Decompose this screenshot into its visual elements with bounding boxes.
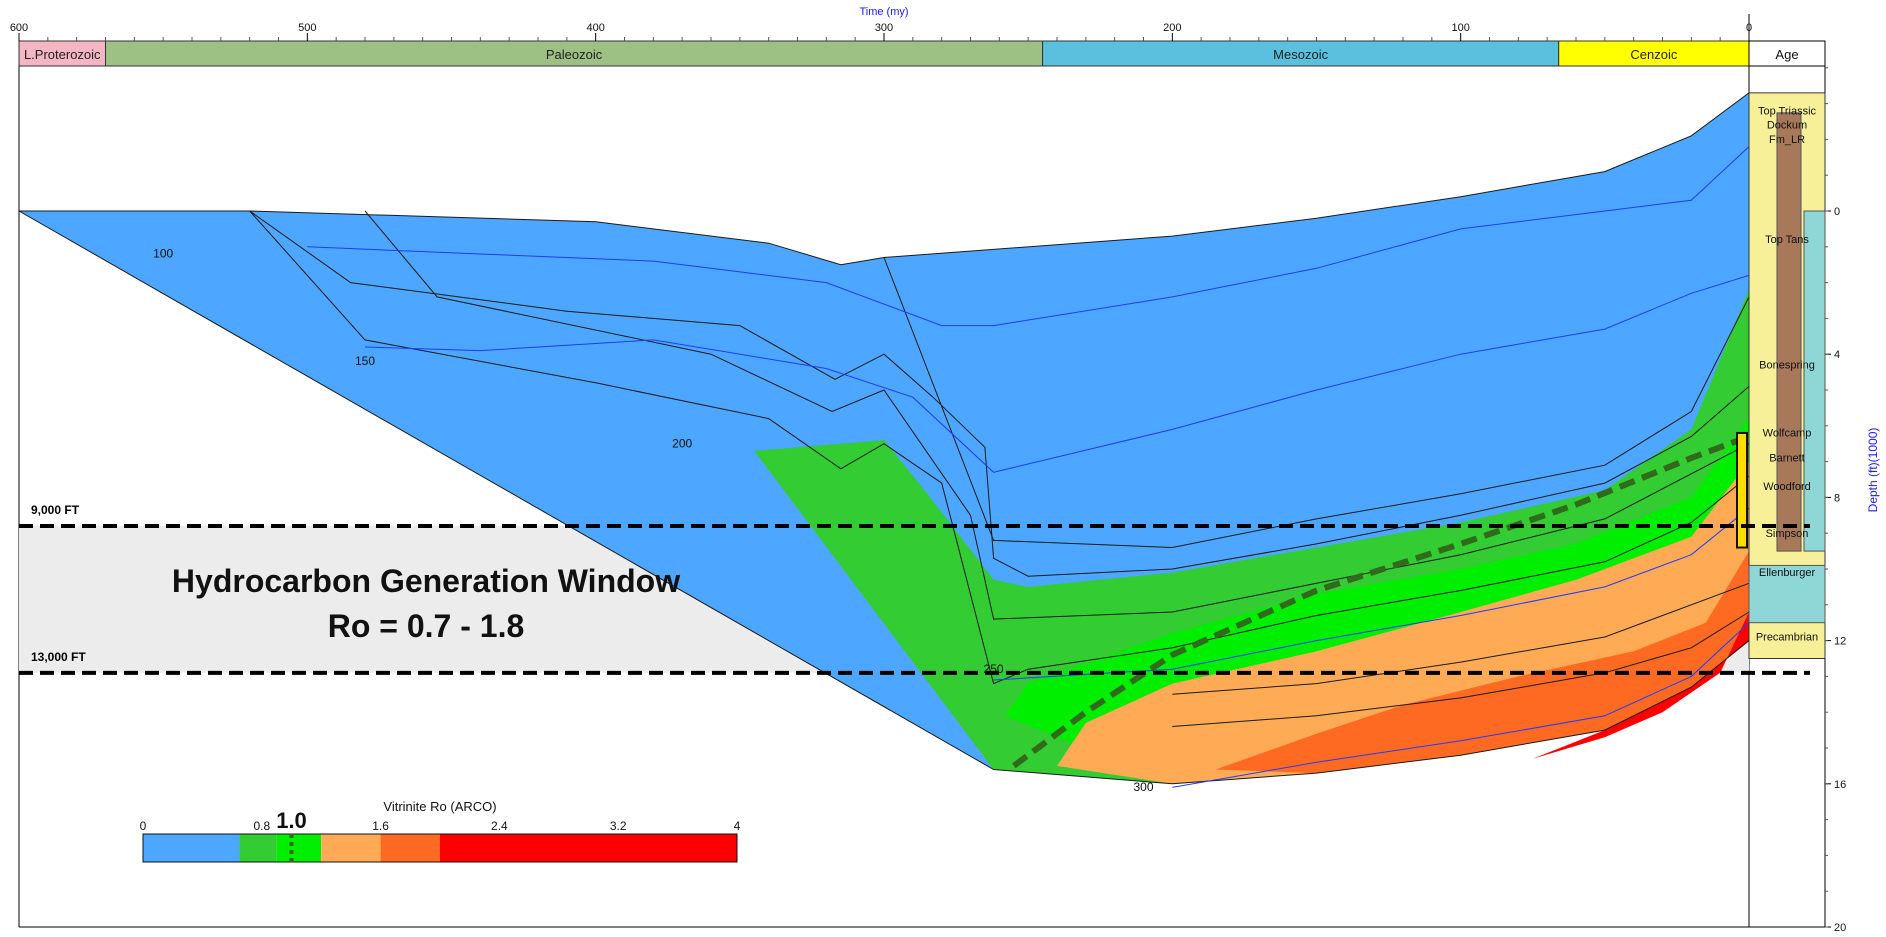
strat-shale-band xyxy=(1776,112,1802,552)
colorbar-tick-label-1: 0.8 xyxy=(253,819,270,833)
temperature-label-0: 100 xyxy=(153,247,173,261)
era-label-2: Mesozoic xyxy=(1273,47,1328,62)
y-tick-label-3: 12 xyxy=(1834,636,1846,648)
colorbar-segment-3 xyxy=(321,834,381,862)
formation-label-8: Simpson xyxy=(1766,528,1809,540)
burial-lines xyxy=(18,91,1750,785)
colorbar-title: Vitrinite Ro (ARCO) xyxy=(383,799,496,814)
era-label-1: Paleozoic xyxy=(546,47,603,62)
temperature-label-2: 200 xyxy=(672,436,692,450)
annotation-subtitle: Ro = 0.7 - 1.8 xyxy=(328,608,525,644)
era-label-3: Cenzoic xyxy=(1630,47,1677,62)
x-tick-label-0: 600 xyxy=(10,22,28,34)
temperature-label-4: 300 xyxy=(1133,780,1153,794)
colorbar-frame xyxy=(142,833,738,863)
era-box-3 xyxy=(1558,40,1750,67)
temperature-contour-1 xyxy=(364,274,1750,473)
reference-label-1: 13,000 FT xyxy=(31,650,86,664)
colorbar-segment-4 xyxy=(380,834,440,862)
era-label-0: L.Proterozoic xyxy=(24,47,101,62)
maturity-zone-3 xyxy=(1215,551,1749,774)
colorbar-highlight-label: 1.0 xyxy=(276,808,307,833)
y-tick-label-0: 0 xyxy=(1834,206,1840,218)
ro-trend-line xyxy=(1012,433,1751,769)
burial-line-1 xyxy=(249,210,1750,685)
burial-line-4 xyxy=(1172,582,1750,695)
y-tick-label-4: 16 xyxy=(1834,779,1846,791)
x-tick-label-3: 300 xyxy=(875,22,893,34)
era-box-2 xyxy=(1042,40,1560,67)
vitrinite-colorbar: Vitrinite Ro (ARCO) 0 0.8 1.6 2.4 3.2 4 1.0 xyxy=(140,799,741,863)
formation-label-7: Woodford xyxy=(1763,481,1811,493)
formation-label-3: Top Tans xyxy=(1765,234,1809,246)
formation-label-6: Barnett xyxy=(1769,453,1804,465)
formation-label-2: Fm_LR xyxy=(1769,134,1805,146)
temperature-label-1: 150 xyxy=(355,354,375,368)
era-box-0 xyxy=(18,40,106,67)
y-tick-label-1: 4 xyxy=(1834,349,1840,361)
x-tick-label-2: 400 xyxy=(586,22,604,34)
x-axis-label: Time (my) xyxy=(859,6,908,18)
stratigraphic-column: Top Triassic Dockum Fm_LR Top Tans Bonesprin… xyxy=(1736,92,1826,660)
strat-ellenburger-band xyxy=(1748,564,1826,624)
basin-outline xyxy=(18,91,1750,785)
annotation-title: Hydrocarbon Generation Window xyxy=(172,563,680,599)
burial-line-5 xyxy=(1172,611,1750,727)
formation-label-9: Ellenburger xyxy=(1759,567,1816,579)
burial-line-2 xyxy=(364,210,1750,620)
formation-label-4: Bonespring xyxy=(1759,360,1815,372)
x-tick-label-4: 200 xyxy=(1163,22,1181,34)
colorbar-tick-label-3: 2.4 xyxy=(491,819,508,833)
x-tick-label-5: 100 xyxy=(1451,22,1469,34)
depth-reference-lines: 9,000 FT 13,000 FT xyxy=(19,503,1810,675)
colorbar-segment-2 xyxy=(276,834,322,862)
y-axis-label: Depth (ft)(1000) xyxy=(1866,428,1880,513)
depth-axis: 0 4 8 12 16 20 xyxy=(1825,67,1846,934)
age-column-header: Age xyxy=(1748,40,1826,67)
formation-label-5: Wolfcamp xyxy=(1763,428,1812,440)
era-header-bar: L.Proterozoic Paleozoic Mesozoic Cenzoic xyxy=(18,40,1750,67)
colorbar-segment-5 xyxy=(440,834,737,862)
production-interval-marker xyxy=(1736,431,1748,549)
colorbar-segment-1 xyxy=(239,834,277,862)
colorbar-tick-label-0: 0 xyxy=(140,819,147,833)
colorbar-segment-0 xyxy=(143,834,240,862)
time-axis: 600 500 400 300 200 100 0 xyxy=(10,22,1752,41)
burial-line-0 xyxy=(19,210,1750,577)
temperature-contour-0 xyxy=(307,146,1750,327)
x-tick-label-1: 500 xyxy=(298,22,316,34)
colorbar-tick-label-2: 1.6 xyxy=(372,819,389,833)
y-tick-label-2: 8 xyxy=(1834,492,1840,504)
temperature-contour-3 xyxy=(1172,622,1750,788)
reference-label-0: 9,000 FT xyxy=(31,503,80,517)
strat-carbonate-band xyxy=(1803,210,1826,552)
y-tick-label-5: 20 xyxy=(1834,922,1846,934)
burial-line-3 xyxy=(883,257,1750,549)
formation-label-1: Dockum xyxy=(1767,120,1807,132)
ro-trend xyxy=(1012,433,1751,769)
temperature-contour-2 xyxy=(993,507,1750,681)
formation-label-10: Precambrian xyxy=(1756,632,1818,644)
temperature-contours xyxy=(307,146,1750,788)
age-header-box xyxy=(1748,40,1826,67)
x-tick-label-6: 0 xyxy=(1746,22,1752,34)
colorbar-tick-label-4: 3.2 xyxy=(610,819,627,833)
age-header-label: Age xyxy=(1775,47,1798,62)
formation-label-0: Top Triassic xyxy=(1758,105,1817,117)
era-box-1 xyxy=(105,40,1044,67)
maturity-zones xyxy=(19,92,1749,784)
colorbar-tick-label-5: 4 xyxy=(734,819,741,833)
